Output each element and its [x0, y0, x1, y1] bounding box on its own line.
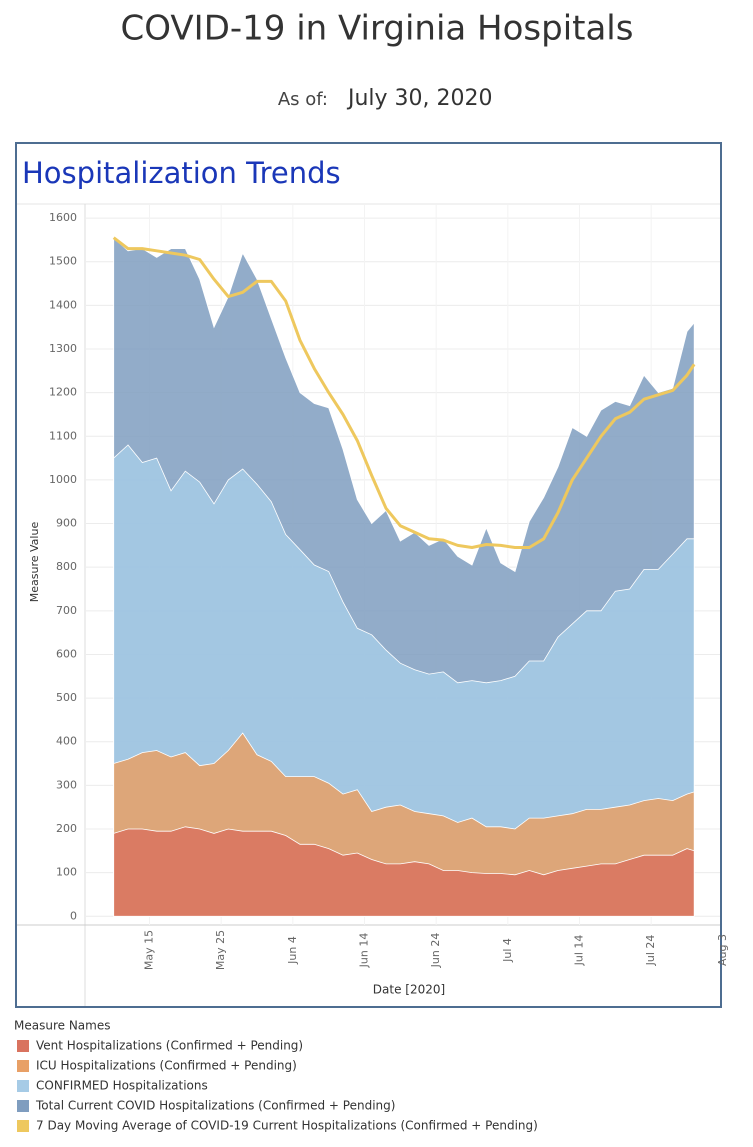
legend-swatch	[17, 1060, 29, 1072]
series-layer	[112, 236, 696, 917]
y-tick-label: 300	[56, 778, 77, 791]
legend-title: Measure Names	[14, 1019, 110, 1033]
page-title: COVID-19 in Virginia Hospitals	[121, 9, 634, 49]
y-tick-label: 1000	[49, 473, 77, 486]
y-tick-label: 1300	[49, 342, 77, 355]
y-tick-label: 1200	[49, 386, 77, 399]
y-tick-label: 0	[70, 909, 77, 922]
legend-swatch	[17, 1100, 29, 1112]
chart-frame	[15, 142, 722, 1008]
x-tick-label: Jun 24	[429, 933, 442, 969]
y-tick-label: 800	[56, 560, 77, 573]
plot: 0 100 200 300 400 500 600 700 800 900 1000 1100 1200…	[49, 205, 729, 970]
y-tick-label: 1400	[49, 298, 77, 311]
y-tick-label: 1600	[49, 211, 77, 224]
y-tick-label: 1500	[49, 255, 77, 268]
x-tick-label: May 25	[214, 930, 227, 970]
legend-label: Vent Hospitalizations (Confirmed + Pendi…	[36, 1039, 303, 1053]
legend-swatch	[17, 1040, 29, 1052]
y-tick-label: 900	[56, 517, 77, 530]
x-axis-title: Date [2020]	[373, 983, 445, 997]
y-axis-title: Measure Value	[28, 522, 41, 603]
x-tick-label: Jun 4	[286, 936, 299, 965]
chart-title: Hospitalization Trends	[22, 156, 341, 190]
x-tick-label: Jul 14	[573, 935, 586, 967]
x-tick-label: Jun 14	[358, 933, 371, 969]
x-tick-label: Jul 4	[501, 938, 514, 963]
y-tick-label: 400	[56, 735, 77, 748]
ticks: 0 100 200 300 400 500 600 700 800 900 1000 1100 1200…	[49, 211, 729, 970]
legend-label: ICU Hospitalizations (Confirmed + Pendin…	[36, 1059, 297, 1073]
line	[112, 236, 696, 549]
y-tick-label: 500	[56, 691, 77, 704]
legend-label: 7 Day Moving Average of COVID-19 Current…	[36, 1119, 538, 1133]
y-tick-label: 200	[56, 822, 77, 835]
area	[113, 826, 695, 917]
legend-label: Total Current COVID Hospitalizations (Co…	[35, 1099, 395, 1113]
y-tick-label: 600	[56, 647, 77, 660]
x-tick-label: Aug 3	[716, 934, 729, 966]
legend-swatch	[17, 1120, 29, 1132]
y-tick-label: 700	[56, 604, 77, 617]
as-of-label: As of:	[278, 89, 328, 110]
as-of-date: July 30, 2020	[346, 86, 493, 111]
legend-swatch	[17, 1080, 29, 1092]
legend-label: CONFIRMED Hospitalizations	[36, 1079, 208, 1093]
y-tick-label: 100	[56, 866, 77, 879]
x-tick-label: May 15	[143, 930, 156, 970]
x-tick-label: Jul 24	[644, 935, 657, 967]
y-tick-label: 1100	[49, 429, 77, 442]
